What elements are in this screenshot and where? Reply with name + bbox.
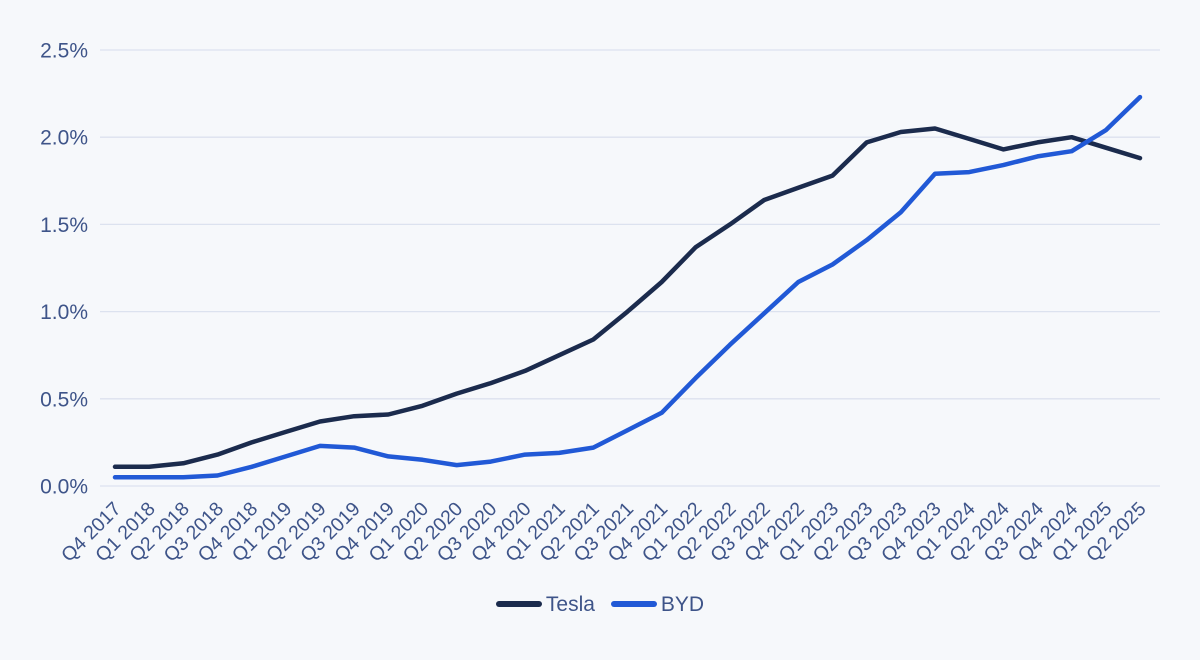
- legend-label-tesla: Tesla: [545, 592, 595, 616]
- y-axis-tick-label: 2.0%: [40, 127, 88, 150]
- legend-label-byd: BYD: [660, 592, 705, 616]
- tesla-line-swatch: [495, 601, 542, 607]
- byd-line: [112, 94, 1143, 480]
- tesla-line: [112, 126, 1143, 470]
- legend-item-byd: BYD: [610, 592, 705, 616]
- y-axis-tick-label: 1.0%: [40, 301, 88, 324]
- y-axis-tick-label: 1.5%: [40, 214, 88, 237]
- y-axis-tick-label: 0.0%: [40, 476, 88, 499]
- chart-legend: Tesla BYD: [0, 589, 1200, 619]
- y-axis-tick-label: 0.5%: [40, 388, 88, 411]
- y-axis-tick-label: 2.5%: [40, 40, 88, 63]
- byd-line-swatch: [610, 601, 657, 607]
- legend-item-tesla: Tesla: [495, 592, 595, 616]
